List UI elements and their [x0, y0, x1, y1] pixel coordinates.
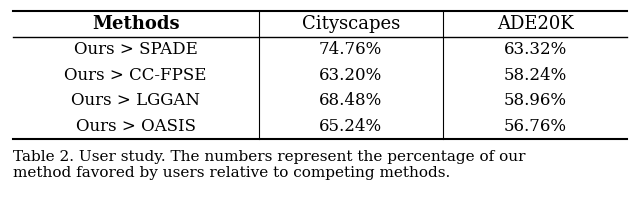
Text: 58.24%: 58.24% [504, 67, 566, 84]
Text: 63.32%: 63.32% [504, 41, 566, 58]
Text: Table 2. User study. The numbers represent the percentage of our
method favored : Table 2. User study. The numbers represe… [13, 150, 525, 180]
Text: Ours > LGGAN: Ours > LGGAN [71, 92, 200, 109]
Text: ADE20K: ADE20K [497, 15, 573, 33]
Text: 58.96%: 58.96% [504, 92, 566, 109]
Text: Ours > OASIS: Ours > OASIS [76, 118, 196, 135]
Text: 65.24%: 65.24% [319, 118, 382, 135]
Text: Ours > CC-FPSE: Ours > CC-FPSE [65, 67, 207, 84]
Text: Cityscapes: Cityscapes [301, 15, 400, 33]
Text: 68.48%: 68.48% [319, 92, 382, 109]
Text: Ours > SPADE: Ours > SPADE [74, 41, 198, 58]
Text: 63.20%: 63.20% [319, 67, 382, 84]
Text: Methods: Methods [92, 15, 179, 33]
Text: 74.76%: 74.76% [319, 41, 382, 58]
Text: 56.76%: 56.76% [504, 118, 566, 135]
